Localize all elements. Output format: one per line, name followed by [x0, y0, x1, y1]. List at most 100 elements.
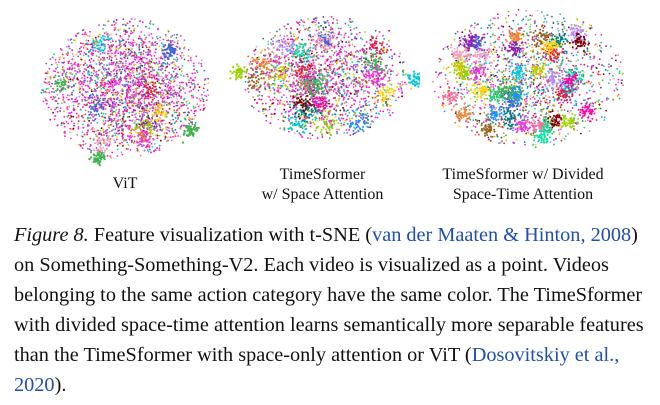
tsne-point: [40, 89, 43, 91]
tsne-point: [265, 74, 268, 77]
tsne-point: [138, 92, 141, 95]
tsne-point: [88, 158, 91, 161]
tsne-point: [185, 83, 188, 86]
tsne-point: [115, 74, 118, 77]
tsne-point: [148, 71, 151, 74]
tsne-point: [68, 68, 71, 70]
tsne-point: [120, 72, 122, 75]
tsne-point: [160, 56, 162, 58]
tsne-point: [153, 55, 156, 57]
tsne-point: [159, 68, 162, 71]
tsne-point: [343, 57, 345, 59]
tsne-point: [96, 74, 99, 77]
tsne-point: [138, 112, 140, 115]
tsne-point: [188, 122, 191, 125]
tsne-point: [125, 83, 127, 86]
tsne-point: [122, 136, 124, 139]
tsne-point: [181, 51, 183, 54]
tsne-point: [166, 136, 169, 139]
tsne-point: [113, 75, 116, 78]
tsne-point: [115, 66, 118, 69]
tsne-point: [148, 141, 150, 144]
tsne-point: [311, 134, 314, 137]
tsne-point: [157, 103, 159, 106]
tsne-point: [110, 124, 112, 126]
tsne-point: [143, 100, 146, 103]
tsne-point: [89, 74, 92, 77]
tsne-point: [154, 120, 156, 123]
tsne-point: [140, 131, 143, 134]
tsne-point: [343, 92, 346, 95]
tsne-point: [168, 89, 170, 92]
tsne-point: [357, 80, 360, 82]
tsne-point: [93, 149, 96, 152]
tsne-point: [153, 97, 156, 100]
tsne-point: [137, 122, 139, 125]
tsne-point: [165, 104, 168, 106]
tsne-point: [158, 149, 161, 152]
tsne-point: [121, 53, 124, 55]
tsne-point: [207, 82, 210, 85]
tsne-point: [123, 23, 126, 26]
tsne-point: [113, 79, 115, 82]
tsne-point: [327, 22, 330, 24]
tsne-point: [158, 124, 161, 127]
tsne-point: [145, 122, 148, 124]
tsne-point: [362, 72, 364, 75]
tsne-point: [175, 110, 178, 113]
tsne-point: [193, 112, 196, 115]
tsne-point: [365, 86, 368, 89]
tsne-point: [354, 85, 357, 87]
tsne-point: [300, 134, 303, 137]
tsne-point: [105, 142, 108, 145]
tsne-point: [102, 146, 105, 149]
tsne-point: [104, 59, 107, 61]
tsne-point: [258, 58, 260, 61]
tsne-point: [192, 62, 195, 65]
tsne-point: [163, 82, 165, 85]
tsne-point: [61, 74, 64, 76]
tsne-point: [278, 49, 281, 51]
tsne-point: [335, 59, 338, 62]
tsne-point: [147, 51, 150, 54]
tsne-point: [177, 100, 180, 103]
tsne-point: [99, 39, 102, 42]
tsne-point: [203, 69, 206, 72]
tsne-point: [139, 115, 141, 118]
tsne-point: [48, 81, 51, 84]
tsne-point: [159, 102, 162, 105]
tsne-point: [384, 75, 387, 77]
tsne-point: [148, 40, 151, 43]
tsne-point: [127, 65, 129, 68]
tsne-point: [102, 108, 105, 111]
tsne-point: [269, 42, 272, 44]
tsne-point: [165, 112, 168, 114]
tsne-point: [100, 112, 103, 114]
tsne-point: [178, 114, 180, 117]
tsne-point: [176, 98, 178, 100]
tsne-point: [104, 120, 107, 122]
tsne-point: [106, 88, 109, 91]
tsne-point: [141, 94, 143, 96]
tsne-point: [326, 90, 328, 93]
tsne-point: [100, 149, 103, 152]
tsne-point: [160, 105, 163, 108]
tsne-point: [129, 73, 132, 76]
tsne-point: [149, 148, 151, 151]
tsne-point: [163, 48, 166, 51]
tsne-point: [152, 69, 154, 71]
tsne-point: [170, 139, 173, 142]
tsne-point: [152, 43, 154, 45]
tsne-point: [175, 72, 178, 75]
tsne-point: [132, 88, 135, 91]
tsne-point: [102, 37, 105, 40]
tsne-point: [270, 116, 273, 119]
tsne-point: [172, 78, 175, 81]
tsne-point: [87, 39, 90, 42]
tsne-point: [164, 69, 167, 72]
tsne-point: [90, 89, 93, 91]
tsne-point: [379, 110, 382, 113]
tsne-point: [143, 85, 146, 88]
tsne-point: [171, 114, 174, 116]
tsne-point: [122, 66, 125, 68]
